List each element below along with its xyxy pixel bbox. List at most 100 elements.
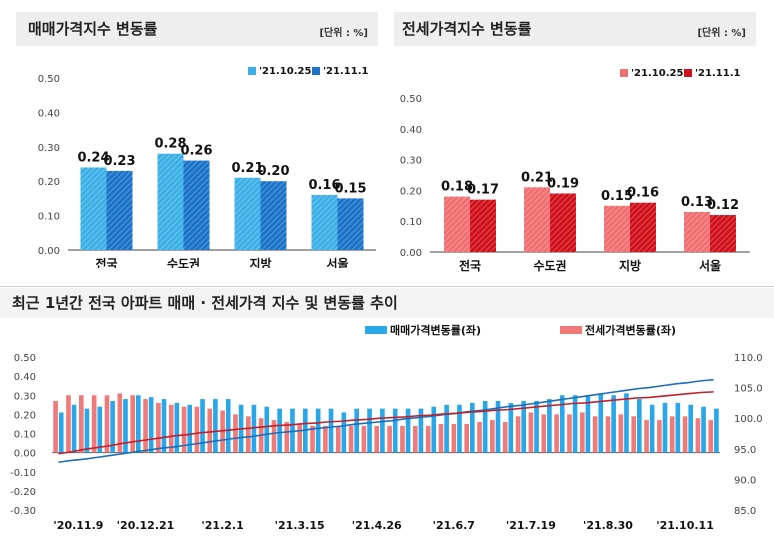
right-data-label: 0.19 bbox=[547, 176, 579, 191]
bottom-sales-bar bbox=[714, 408, 719, 453]
bottom-left-ytick-label: -0.20 bbox=[10, 487, 36, 498]
bottom-right-ytick-label: 95.0 bbox=[734, 445, 756, 456]
bottom-rent-bar bbox=[541, 414, 547, 453]
bottom-rent-bar bbox=[361, 425, 367, 453]
bottom-xtick-label: '21.8.30 bbox=[583, 519, 633, 532]
bottom-title-rule bbox=[0, 286, 774, 287]
bottom-rent-bar bbox=[168, 404, 174, 453]
bottom-rent-bar bbox=[618, 414, 624, 453]
bottom-sales-bar bbox=[251, 404, 257, 453]
right-bar bbox=[444, 196, 470, 252]
left-ytick-label: 0.10 bbox=[38, 212, 60, 223]
bottom-sales-bar bbox=[405, 408, 411, 453]
bottom-sales-bar bbox=[701, 406, 706, 453]
bottom-rent-bar bbox=[297, 423, 302, 453]
left-legend-label: '21.11.1 bbox=[323, 66, 368, 77]
right-category-label: 전국 bbox=[459, 258, 481, 273]
bottom-xtick-label: '20.11.9 bbox=[53, 519, 103, 532]
bottom-sales-bar bbox=[470, 402, 475, 453]
left-data-label: 0.23 bbox=[103, 154, 135, 169]
bottom-left-ytick-label: -0.10 bbox=[10, 468, 36, 479]
bottom-sales-bar bbox=[225, 399, 231, 453]
bottom-sales-bar bbox=[277, 408, 282, 453]
bottom-sales-bar bbox=[547, 399, 552, 453]
right-data-label: 0.13 bbox=[681, 195, 713, 210]
bottom-sales-bar bbox=[508, 402, 514, 453]
bottom-rent-bar bbox=[657, 420, 662, 453]
bottom-sales-bar bbox=[97, 406, 103, 453]
bottom-rent-bar bbox=[644, 420, 649, 453]
left-data-label: 0.20 bbox=[257, 164, 289, 179]
bottom-sales-bar bbox=[148, 397, 154, 453]
right-ytick-label: 0.30 bbox=[400, 156, 422, 167]
bottom-sales-bar bbox=[662, 402, 668, 453]
bottom-rent-bar bbox=[374, 425, 380, 453]
bottom-rent-bar bbox=[66, 395, 71, 453]
bottom-sales-bar bbox=[328, 408, 334, 453]
right-legend-swatch bbox=[620, 69, 628, 77]
bottom-sales-bar bbox=[585, 395, 591, 453]
right-bar bbox=[550, 193, 576, 252]
bottom-rent-bar bbox=[528, 412, 534, 453]
left-data-label: 0.21 bbox=[231, 161, 263, 176]
right-data-label: 0.15 bbox=[601, 189, 633, 204]
right-bar bbox=[710, 215, 736, 252]
bottom-panel-title: 최근 1년간 전국 아파트 매매 · 전세가격 지수 및 변동률 추이 bbox=[0, 288, 774, 318]
bottom-sales-bar bbox=[58, 412, 64, 453]
bottom-rent-bar bbox=[284, 422, 290, 453]
bottom-rent-bar bbox=[323, 425, 328, 453]
bottom-rent-bar bbox=[91, 395, 97, 453]
right-panel-unit: [단위 : %] bbox=[697, 28, 746, 39]
right-bar bbox=[604, 205, 630, 252]
bottom-xtick-label: '21.6.7 bbox=[433, 519, 475, 532]
bottom-sales-bar bbox=[521, 400, 527, 453]
bottom-rent-bar bbox=[490, 420, 495, 453]
left-legend-label: '21.10.25 bbox=[259, 66, 311, 77]
left-ytick-label: 0.30 bbox=[38, 143, 60, 154]
bottom-sales-bar bbox=[71, 404, 77, 453]
bottom-left-ytick-label: 0.50 bbox=[14, 353, 36, 364]
bottom-left-ytick-label: 0.30 bbox=[14, 391, 36, 402]
bottom-sales-bar bbox=[200, 399, 205, 453]
left-data-label: 0.24 bbox=[77, 150, 109, 165]
right-data-label: 0.17 bbox=[467, 183, 499, 198]
bottom-sales-bar bbox=[495, 400, 501, 453]
left-ytick-label: 0.00 bbox=[38, 246, 60, 257]
bottom-sales-bar bbox=[624, 393, 629, 453]
bottom-sales-bar bbox=[341, 412, 347, 453]
right-category-label: 서울 bbox=[699, 258, 721, 273]
right-data-label: 0.16 bbox=[627, 186, 659, 201]
bottom-left-ytick-label: 0.20 bbox=[14, 410, 36, 421]
bottom-sales-bar bbox=[161, 399, 167, 453]
bottom-sales-bar bbox=[213, 399, 218, 453]
bottom-rent-bar bbox=[310, 425, 315, 453]
bottom-right-ytick-label: 105.0 bbox=[734, 384, 763, 395]
bottom-sales-bar bbox=[559, 395, 565, 453]
bottom-rent-bar bbox=[515, 416, 521, 453]
bottom-rent-bar bbox=[194, 406, 200, 453]
bottom-xtick-label: '21.4.26 bbox=[352, 519, 402, 532]
bottom-rent-bar bbox=[181, 406, 187, 453]
bottom-rent-bar bbox=[592, 416, 598, 453]
left-panel-unit: [단위 : %] bbox=[319, 28, 368, 39]
right-data-label: 0.21 bbox=[521, 170, 553, 185]
bottom-rent-bar bbox=[412, 425, 418, 453]
bottom-rent-bar bbox=[271, 420, 277, 453]
right-category-label: 지방 bbox=[619, 258, 641, 273]
left-category-label: 서울 bbox=[326, 256, 348, 268]
right-panel-title: 전세가격지수 변동률 bbox=[394, 12, 756, 46]
bottom-xtick-label: '21.10.11 bbox=[656, 519, 714, 532]
bottom-rent-bar bbox=[669, 416, 675, 453]
left-panel: 매매가격지수 변동률 [단위 : %] 0.00 0.10 0.20 0.30 0.40… bbox=[16, 12, 378, 268]
bottom-rent-bar bbox=[130, 395, 135, 453]
bottom-rent-bar bbox=[104, 395, 110, 453]
bottom-sales-bar bbox=[688, 404, 694, 453]
bottom-rent-bar bbox=[605, 416, 611, 453]
bottom-rent-bar bbox=[220, 410, 225, 453]
bottom-sales-bar bbox=[675, 402, 681, 453]
left-data-label: 0.15 bbox=[334, 181, 366, 196]
bottom-rent-bar bbox=[143, 399, 148, 453]
bottom-rent-bar bbox=[502, 422, 508, 453]
left-panel-title-text: 매매가격지수 변동률 bbox=[28, 20, 158, 38]
right-data-label: 0.12 bbox=[707, 198, 739, 213]
